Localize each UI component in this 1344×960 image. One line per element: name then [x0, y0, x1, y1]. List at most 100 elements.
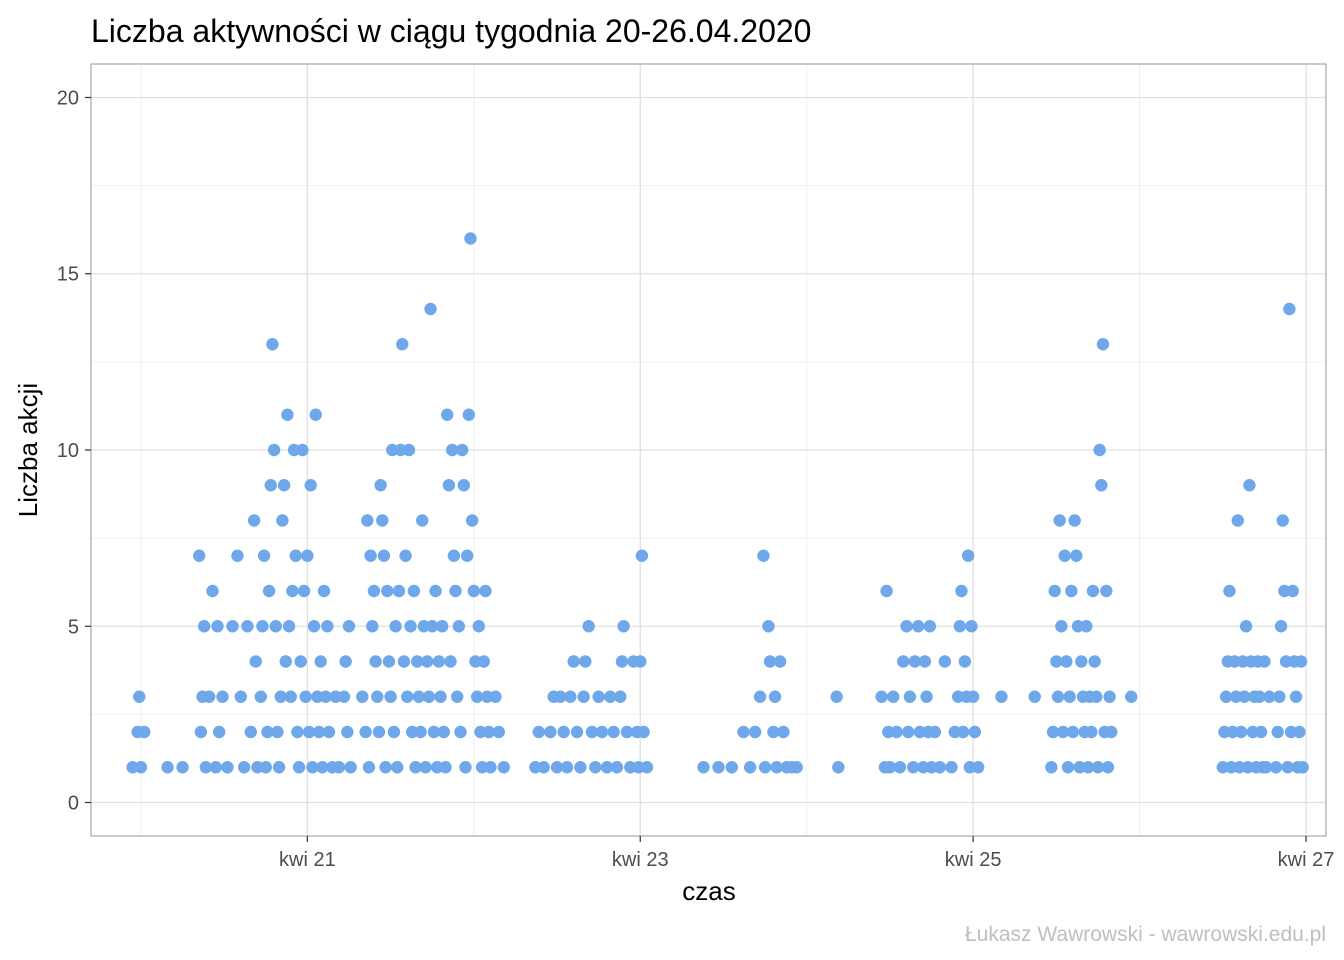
- data-point: [367, 584, 381, 598]
- data-point: [773, 655, 787, 668]
- data-point: [1274, 620, 1288, 633]
- data-point: [384, 690, 397, 703]
- data-point: [344, 761, 357, 774]
- data-point: [1253, 690, 1266, 703]
- data-point: [477, 655, 491, 668]
- data-point: [445, 443, 459, 457]
- data-point: [206, 584, 219, 598]
- data-point: [209, 761, 223, 774]
- data-point: [961, 549, 975, 562]
- data-point: [1090, 690, 1103, 703]
- data-point: [1103, 690, 1116, 703]
- data-point: [900, 620, 913, 633]
- data-point: [462, 408, 476, 421]
- data-point: [369, 655, 382, 668]
- data-point: [567, 655, 580, 668]
- data-point: [374, 479, 387, 492]
- data-point: [414, 725, 427, 739]
- data-point: [272, 761, 286, 774]
- data-point: [197, 620, 211, 633]
- data-point: [920, 690, 933, 703]
- data-point: [1239, 620, 1253, 633]
- data-point: [231, 549, 244, 562]
- data-point: [1060, 655, 1073, 668]
- data-point: [342, 620, 356, 633]
- data-point: [830, 690, 843, 703]
- data-point: [589, 761, 602, 774]
- data-point: [397, 655, 411, 668]
- data-point: [292, 761, 306, 774]
- data-point: [560, 761, 574, 774]
- y-tick-label: 0: [68, 793, 79, 815]
- data-point: [763, 655, 777, 668]
- data-point: [497, 761, 510, 774]
- data-point: [437, 725, 451, 739]
- data-point: [404, 620, 417, 633]
- data-point: [382, 655, 396, 668]
- data-point: [176, 761, 189, 774]
- data-point: [341, 725, 354, 739]
- data-point: [577, 690, 590, 703]
- data-point: [912, 620, 925, 633]
- x-tick-label: kwi 27: [1278, 849, 1335, 871]
- data-point: [277, 479, 291, 492]
- data-point: [317, 584, 331, 598]
- data-point: [376, 514, 389, 527]
- data-point: [304, 479, 317, 492]
- data-point: [712, 761, 725, 774]
- data-point: [409, 761, 422, 774]
- x-axis-ticks: kwi 21 kwi 23 kwi 25 kwi 27: [279, 836, 1334, 871]
- data-point: [958, 655, 972, 668]
- y-tick-label: 5: [68, 616, 79, 638]
- data-point: [359, 725, 372, 739]
- data-point: [279, 655, 292, 668]
- x-axis-title: czas: [682, 876, 735, 906]
- data-point: [432, 655, 446, 668]
- data-point: [212, 725, 226, 739]
- data-point: [725, 761, 739, 774]
- data-point: [467, 584, 481, 598]
- data-point: [237, 761, 251, 774]
- data-point: [1223, 584, 1236, 598]
- data-point: [615, 655, 629, 668]
- data-point: [574, 761, 587, 774]
- data-point: [600, 761, 614, 774]
- data-point: [133, 690, 146, 703]
- data-point: [893, 761, 907, 774]
- data-point: [1065, 584, 1078, 598]
- data-point: [743, 761, 757, 774]
- data-point: [307, 620, 321, 633]
- data-point: [439, 761, 452, 774]
- data-point: [1045, 761, 1058, 774]
- data-point: [550, 761, 564, 774]
- data-point: [1293, 725, 1306, 739]
- data-point: [1055, 620, 1068, 633]
- data-point: [956, 725, 970, 739]
- data-point: [426, 620, 439, 633]
- data-point: [1093, 443, 1106, 457]
- data-point: [610, 761, 624, 774]
- data-point: [450, 690, 464, 703]
- data-point: [1063, 690, 1076, 703]
- data-point: [544, 725, 557, 739]
- data-point: [537, 761, 550, 774]
- data-point: [897, 655, 910, 668]
- data-point: [1259, 761, 1273, 774]
- data-point: [274, 690, 287, 703]
- data-point: [1281, 761, 1294, 774]
- data-point: [1294, 655, 1308, 668]
- data-point: [595, 725, 609, 739]
- data-point: [460, 549, 474, 562]
- data-point: [770, 761, 783, 774]
- data-point: [966, 690, 980, 703]
- data-point: [221, 761, 234, 774]
- data-point: [887, 690, 900, 703]
- data-point: [1091, 761, 1105, 774]
- data-point: [1046, 725, 1060, 739]
- data-point: [262, 584, 276, 598]
- data-point: [880, 584, 893, 598]
- x-tick-label: kwi 25: [945, 849, 1002, 871]
- data-point: [322, 725, 336, 739]
- data-point: [465, 514, 479, 527]
